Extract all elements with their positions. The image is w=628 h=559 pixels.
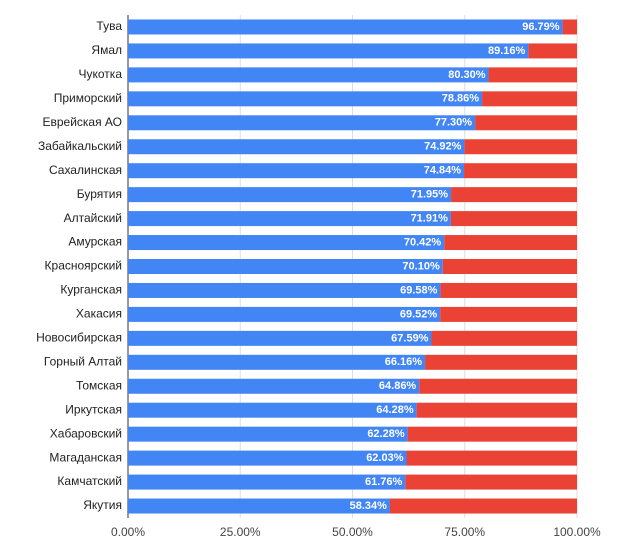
y-tick-label: Еврейская АО [42,115,122,129]
y-tick-label: Томская [76,378,122,392]
y-tick-label: Хабаровский [50,426,122,440]
y-tick-label: Горный Алтай [44,354,122,368]
bar-segment [128,306,441,322]
value-label: 62.03% [366,452,404,464]
bar-segment [406,450,577,466]
bar-segment [442,259,577,274]
value-label: 69.58% [400,284,438,296]
y-tick-label: Приморский [54,91,122,105]
bar-segment [128,474,406,490]
value-label: 70.10% [402,260,440,272]
bar-segment [128,19,563,35]
value-label: 74.92% [424,141,462,153]
x-tick-label: 75.00% [444,525,485,539]
y-tick-label: Камчатский [57,474,122,488]
x-tick-label: 25.00% [220,525,261,539]
bar-segment [128,450,407,466]
bar-segment [464,139,577,155]
bar-segment [128,282,441,298]
x-tick-label: 100.00% [553,525,601,539]
bar-segment [416,402,577,418]
y-tick-label: Тува [96,19,122,33]
value-label: 71.95% [411,189,449,201]
value-label: 71.91% [411,213,449,225]
bar-segment [440,306,577,322]
value-label: 61.76% [365,476,403,488]
bar-segment [444,235,577,251]
y-tick-label: Курганская [60,283,122,297]
value-label: 62.28% [367,428,405,440]
bar-segment [419,378,577,394]
bar-segment [562,19,577,35]
bar-segment [528,43,577,59]
bar-segment [451,187,577,203]
bar-segment [128,354,426,370]
bar-segment [128,67,489,83]
value-label: 89.16% [488,45,526,57]
value-label: 64.86% [379,380,417,392]
y-tick-label: Забайкальский [38,139,122,153]
bar-segment [128,91,483,107]
value-label: 70.42% [404,236,442,248]
y-tick-label: Бурятия [77,187,122,201]
y-tick-label: Чукотка [79,67,123,81]
y-tick-label: Сахалинская [49,163,122,177]
y-tick-label: Хакасия [76,307,122,321]
bar-segment [128,378,420,394]
x-tick-label: 0.00% [111,525,145,539]
bar-segment [488,67,577,83]
bar-segment [128,115,476,131]
value-label: 69.52% [400,308,438,320]
y-tick-label: Ямал [91,43,122,57]
value-label: 78.86% [442,93,480,105]
bar-segment [389,498,577,514]
bar-segment [128,426,408,442]
y-tick-label: Магаданская [49,450,122,464]
bar-segment [128,498,390,514]
bar-segment [128,139,465,155]
bar-segment [405,474,577,490]
bar-segment [128,43,529,59]
y-tick-label: Новосибирская [36,331,122,345]
x-tick-label: 50.00% [332,525,373,539]
y-tick-label: Якутия [83,498,122,512]
bar-segment [128,235,445,251]
bar-segment [425,354,577,370]
value-label: 80.30% [448,69,486,81]
bar-segment [475,115,577,131]
y-tick-label: Иркутская [65,402,122,416]
value-label: 96.79% [522,21,560,33]
value-label: 74.84% [424,165,462,177]
value-label: 67.59% [391,332,429,344]
bar-segment [482,91,577,107]
value-label: 58.34% [350,500,388,512]
bar-segment [128,187,452,203]
bar-segment [440,282,577,298]
value-label: 66.16% [385,356,423,368]
bar-segment [464,163,577,179]
bar-segment [128,259,443,274]
bar-segment [128,211,451,227]
bar-segment [128,330,432,346]
y-tick-label: Красноярский [45,259,122,273]
value-label: 64.28% [376,404,414,416]
bar-segment [128,163,465,179]
value-label: 77.30% [435,117,473,129]
bar-segment [128,402,417,418]
bar-segment [431,330,577,346]
y-tick-label: Алтайский [64,211,122,225]
y-tick-label: Амурская [68,235,122,249]
bar-segment [450,211,577,227]
bar-segment [407,426,577,442]
